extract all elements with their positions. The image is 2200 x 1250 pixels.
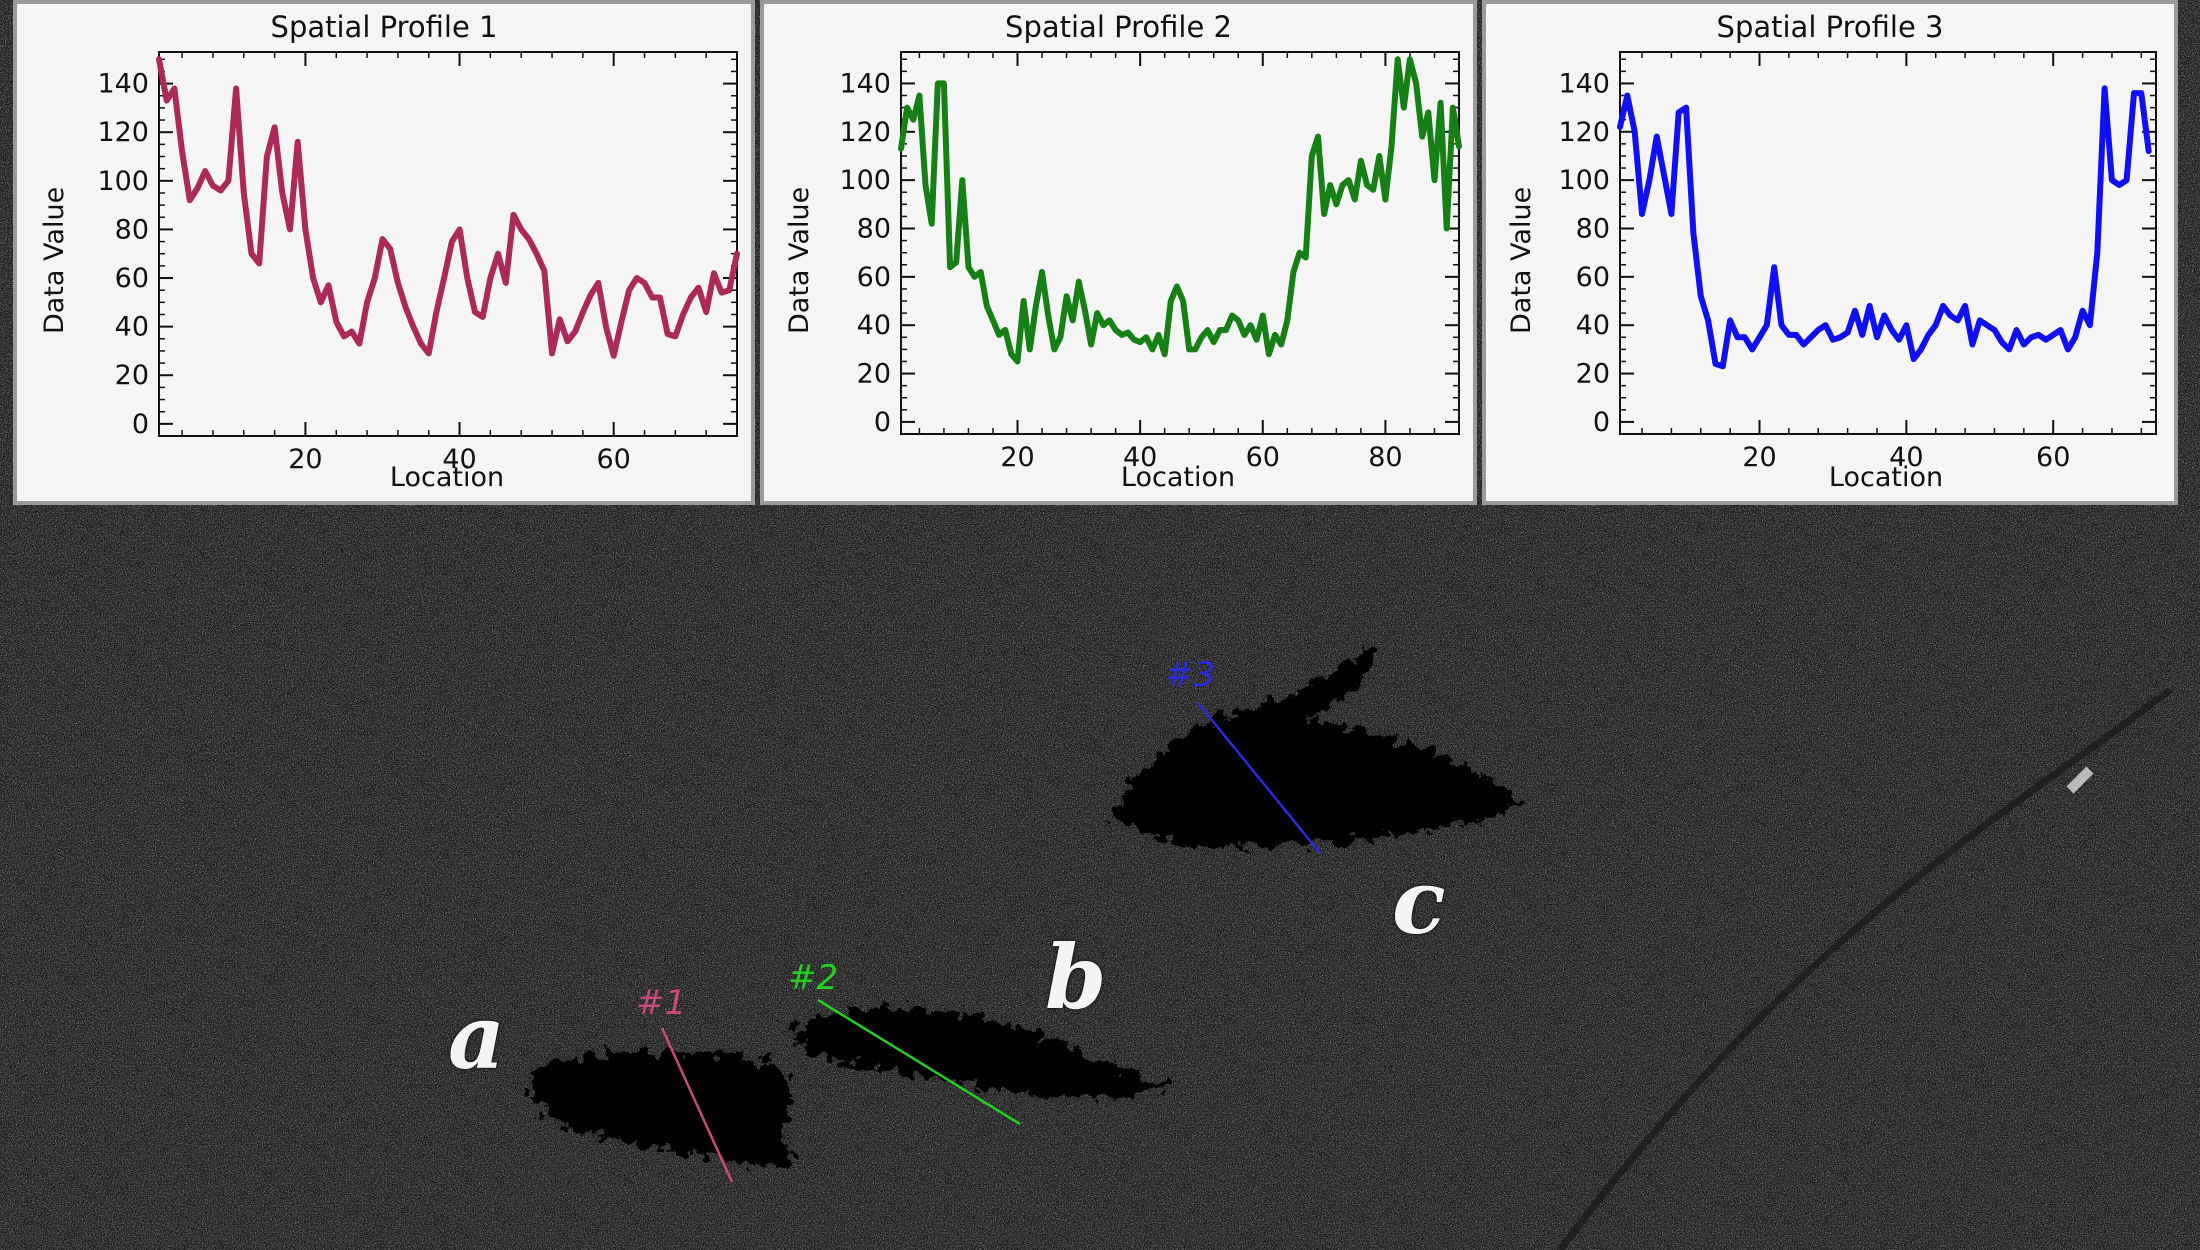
profile-panel-3: Spatial Profile 3 Data Value Location 20… <box>1482 0 2178 505</box>
x-axis-label: Location <box>389 462 505 493</box>
x-tick-label: 80 <box>1368 442 1402 473</box>
plot-frame <box>1619 51 2157 435</box>
slick-b <box>790 1007 1170 1097</box>
x-axis-label: Location <box>1828 462 1944 493</box>
x-tick-label: 40 <box>1889 442 1923 473</box>
y-tick-label: 20 <box>857 359 891 390</box>
y-tick-label: 0 <box>132 409 149 440</box>
x-tick-label: 40 <box>442 444 476 475</box>
y-tick-label: 100 <box>97 166 149 197</box>
panel-title: Spatial Profile 3 <box>1716 10 1944 44</box>
slick-label-b: b <box>1045 925 1107 1029</box>
transect-1 <box>660 1027 734 1183</box>
x-tick-label: 20 <box>288 444 322 475</box>
y-tick-label: 140 <box>97 69 149 100</box>
x-axis-label: Location <box>1120 462 1236 493</box>
transect-3 <box>1197 702 1321 854</box>
profile-panel-1: Spatial Profile 1 Data Value Location 20… <box>13 0 755 505</box>
slick-label-c: c <box>1392 850 1446 954</box>
profile-panel-2: Spatial Profile 2 Data Value Location 20… <box>760 0 1477 505</box>
y-tick-label: 120 <box>97 117 149 148</box>
transect-1-label: #1 <box>636 983 687 1023</box>
y-tick-label: 60 <box>115 263 149 294</box>
y-tick-label: 0 <box>874 407 891 438</box>
x-tick-label: 20 <box>1742 442 1776 473</box>
y-tick-label: 60 <box>1576 262 1610 293</box>
transect-2 <box>817 998 1021 1126</box>
x-tick-label: 20 <box>1000 442 1034 473</box>
y-tick-label: 100 <box>1558 165 1610 196</box>
y-tick-label: 80 <box>115 214 149 245</box>
y-tick-label: 40 <box>115 312 149 343</box>
slick-a <box>527 1052 793 1170</box>
y-tick-label: 60 <box>857 262 891 293</box>
profile-line <box>1617 85 2152 370</box>
slick-c <box>1110 640 1525 847</box>
profile-line <box>156 56 740 359</box>
transect-2-label: #2 <box>788 958 839 998</box>
y-tick-label: 40 <box>857 310 891 341</box>
y-tick-label: 140 <box>839 68 891 99</box>
y-tick-label: 40 <box>1576 310 1610 341</box>
x-tick-label: 60 <box>597 444 631 475</box>
chart-svg: 20 40 60 80 0 20 40 60 80 100 120 140 <box>839 51 1462 473</box>
x-tick-label: 60 <box>2036 442 2070 473</box>
x-tick-label: 40 <box>1123 442 1157 473</box>
plot-frame <box>900 51 1460 435</box>
panel-title: Spatial Profile 2 <box>1005 10 1232 44</box>
panel-title: Spatial Profile 1 <box>270 10 498 44</box>
chart-svg: 20 40 60 0 20 40 60 80 100 120 140 <box>1558 51 2157 473</box>
y-tick-label: 120 <box>1558 117 1610 148</box>
y-tick-label: 80 <box>857 213 891 244</box>
profile-line <box>898 56 1462 365</box>
y-tick-label: 20 <box>1576 359 1610 390</box>
plot-frame <box>158 51 738 437</box>
y-tick-label: 20 <box>115 360 149 391</box>
y-tick-label: 100 <box>839 165 891 196</box>
y-tick-label: 140 <box>1558 68 1610 99</box>
slick-label-a: a <box>448 985 506 1089</box>
transect-3-label: #3 <box>1165 655 1216 695</box>
y-tick-label: 120 <box>839 117 891 148</box>
x-tick-label: 60 <box>1246 442 1280 473</box>
chart-svg: 20 40 60 0 20 40 60 80 100 120 140 <box>97 51 740 475</box>
y-tick-label: 80 <box>1576 213 1610 244</box>
y-tick-label: 0 <box>1593 407 1610 438</box>
